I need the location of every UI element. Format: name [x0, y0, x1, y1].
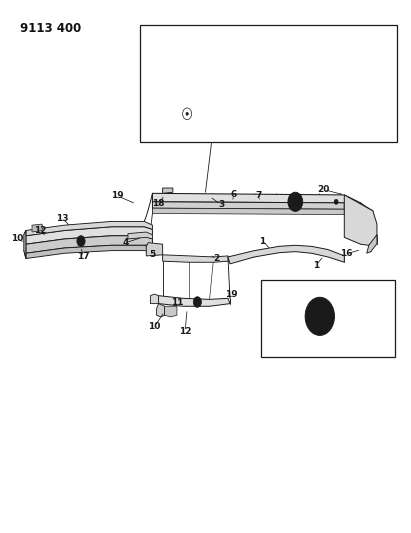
Text: 12: 12	[34, 227, 46, 236]
Text: 4: 4	[123, 238, 129, 247]
Text: 19: 19	[225, 290, 238, 299]
Polygon shape	[371, 309, 376, 319]
Text: 8: 8	[353, 86, 360, 95]
Text: 11: 11	[171, 298, 183, 307]
Circle shape	[79, 239, 83, 243]
Polygon shape	[152, 202, 344, 209]
Polygon shape	[163, 255, 228, 262]
Polygon shape	[360, 203, 367, 215]
Polygon shape	[263, 288, 271, 333]
Text: 7: 7	[255, 191, 262, 200]
Polygon shape	[165, 306, 177, 317]
Polygon shape	[344, 195, 377, 245]
Text: 9113 400: 9113 400	[20, 21, 81, 35]
Text: 14: 14	[261, 286, 273, 295]
Polygon shape	[157, 54, 181, 110]
Polygon shape	[26, 236, 152, 253]
Polygon shape	[152, 208, 344, 215]
Polygon shape	[181, 59, 238, 103]
Polygon shape	[26, 245, 152, 259]
Polygon shape	[181, 44, 353, 70]
Polygon shape	[26, 227, 152, 244]
Polygon shape	[238, 59, 353, 103]
Text: 15: 15	[350, 344, 363, 353]
Polygon shape	[353, 70, 356, 86]
Circle shape	[316, 312, 323, 320]
Text: 6: 6	[231, 190, 237, 199]
Polygon shape	[159, 296, 230, 306]
Polygon shape	[269, 287, 371, 347]
Polygon shape	[163, 188, 173, 193]
Text: 2: 2	[151, 54, 157, 62]
Polygon shape	[24, 230, 26, 259]
Text: 9: 9	[153, 127, 160, 136]
Polygon shape	[152, 193, 360, 209]
Circle shape	[77, 236, 85, 246]
Text: 5: 5	[149, 250, 155, 259]
Polygon shape	[336, 68, 353, 102]
Circle shape	[334, 199, 338, 205]
Text: 10: 10	[148, 322, 161, 331]
Circle shape	[288, 192, 302, 212]
Polygon shape	[26, 221, 152, 236]
Polygon shape	[150, 294, 159, 304]
Polygon shape	[32, 224, 42, 232]
Polygon shape	[128, 232, 152, 239]
Circle shape	[196, 300, 199, 304]
Polygon shape	[367, 235, 377, 253]
Text: 17: 17	[77, 253, 89, 262]
Text: 12: 12	[179, 327, 192, 336]
Circle shape	[193, 297, 201, 308]
Text: 3: 3	[218, 200, 224, 209]
Text: 16: 16	[340, 249, 353, 259]
Text: 20: 20	[318, 185, 330, 194]
Polygon shape	[228, 245, 344, 264]
Text: 13: 13	[56, 214, 69, 223]
Polygon shape	[367, 207, 373, 219]
Bar	[261, 280, 395, 357]
Circle shape	[311, 305, 329, 328]
Text: 18: 18	[152, 199, 165, 208]
Polygon shape	[157, 304, 165, 317]
Circle shape	[305, 297, 335, 335]
Text: 10: 10	[11, 234, 23, 243]
Circle shape	[291, 196, 300, 208]
Circle shape	[186, 112, 188, 115]
Text: 19: 19	[111, 191, 124, 200]
Text: 2: 2	[213, 254, 219, 263]
Polygon shape	[157, 97, 206, 130]
Text: 1: 1	[259, 237, 266, 246]
Polygon shape	[146, 243, 163, 256]
Polygon shape	[273, 293, 367, 341]
Text: 1: 1	[313, 261, 319, 270]
Bar	[140, 25, 397, 142]
